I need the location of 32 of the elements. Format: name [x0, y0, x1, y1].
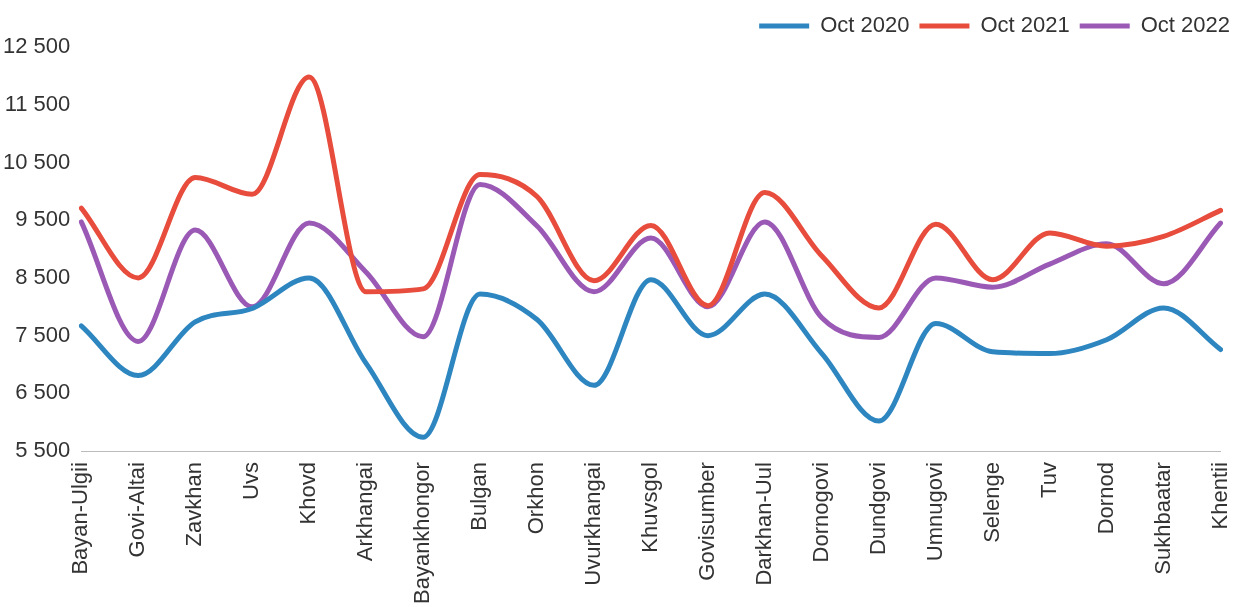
x-tick-label: Tuv — [1035, 462, 1061, 498]
x-tick-label: Khovd — [295, 462, 321, 525]
y-tick-label: 11 500 — [4, 90, 71, 116]
x-tick-label: Uvurkhangai — [580, 462, 606, 586]
y-tick-label: 8 500 — [15, 263, 71, 289]
legend-label: Oct 2021 — [980, 12, 1070, 38]
x-tick-label: Bulgan — [466, 462, 492, 531]
x-tick-label: Selenge — [978, 462, 1004, 543]
x-tick-label: Khentii — [1206, 462, 1232, 530]
x-tick-label: Darkhan-Uul — [750, 462, 776, 586]
x-tick-label: Uvs — [238, 462, 264, 501]
x-tick-label: Sukhbaatar — [1149, 462, 1175, 575]
y-tick-label: 10 500 — [2, 148, 71, 174]
x-tick-label: Bayan-Ulgii — [67, 462, 93, 575]
x-tick-label: Khuvsgol — [637, 462, 663, 553]
x-tick-label: Bayankhongor — [409, 462, 435, 605]
x-tick-label: Orkhon — [523, 462, 549, 535]
x-tick-label: Dornod — [1092, 462, 1118, 535]
y-tick-label: 5 500 — [15, 437, 71, 463]
legend-label: Oct 2020 — [820, 12, 910, 38]
x-tick-label: Zavkhan — [181, 462, 207, 547]
y-tick-label: 12 500 — [2, 33, 71, 59]
x-tick-label: Govi-Altai — [124, 462, 150, 558]
x-tick-label: Govisumber — [693, 462, 719, 581]
x-tick-label: Dornogovi — [807, 462, 833, 563]
y-tick-label: 9 500 — [15, 206, 71, 232]
y-tick-label: 6 500 — [15, 379, 71, 405]
y-tick-label: 7 500 — [15, 321, 71, 347]
x-tick-label: Dundgovi — [864, 462, 890, 556]
legend-label: Oct 2022 — [1140, 12, 1230, 38]
x-tick-label: Umnugovi — [921, 462, 947, 562]
x-tick-label: Arkhangai — [352, 462, 378, 562]
